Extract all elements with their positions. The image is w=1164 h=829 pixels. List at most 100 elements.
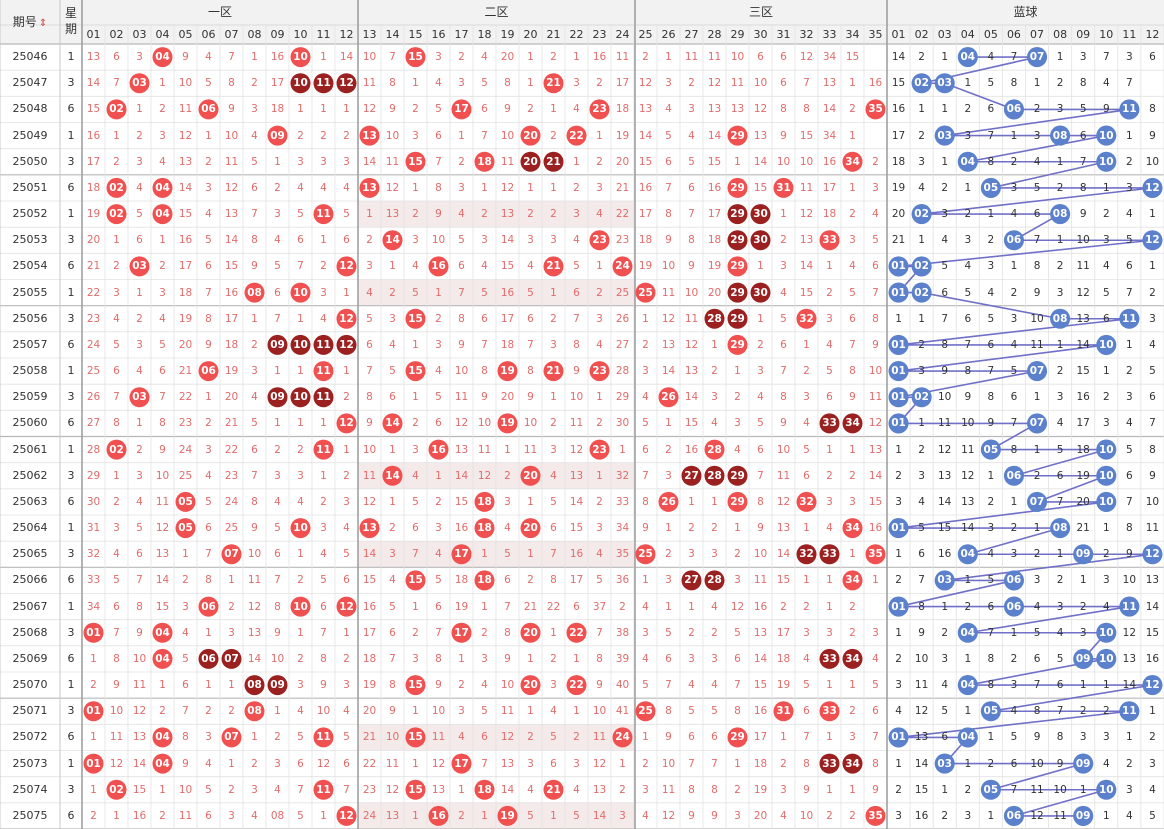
red-miss-value: 11 [684,312,699,325]
red-miss-value: 1 [320,51,327,63]
red-miss-value: 2 [136,312,143,325]
red-miss-value: 8 [665,208,672,220]
red-miss-value: 2 [826,809,833,822]
blue-miss-value: 8 [1010,77,1018,90]
blue-miss-value: 7 [1079,155,1087,168]
blue-miss-value: 8 [1010,443,1018,456]
red-miss-value: 8 [803,757,810,770]
red-miss-value: 13 [661,338,676,351]
red-miss-value: 12 [316,757,331,770]
red-miss-value: 4 [458,731,465,744]
red-ball [566,675,587,696]
red-miss-value: 18 [500,338,515,351]
red-miss-value: 6 [113,51,120,63]
sort-period-header[interactable]: 期号 ⇕ [0,0,60,44]
blue-miss-value: 1 [941,600,949,613]
red-miss-value: 20 [707,286,722,299]
blue-ball-number: 01 [891,600,906,613]
red-miss-value: 13 [753,129,768,142]
red-ball-number: 12 [339,77,354,90]
blue-miss-value: 3 [1126,51,1133,63]
blue-ball-number: 05 [983,181,999,194]
red-miss-value: 1 [251,312,258,325]
red-miss-value: 3 [274,208,281,220]
blue-miss-value: 1 [987,809,995,822]
red-miss-value: 9 [527,391,534,404]
red-miss-value: 3 [849,495,856,508]
red-miss-value: 16 [132,809,147,822]
red-ball-number: 15 [408,783,423,796]
blue-miss-value: 4 [1010,338,1018,351]
red-miss-value: 10 [178,783,193,796]
blue-miss-value: 1 [918,417,925,430]
red-ball-number: 29 [730,181,745,194]
blue-miss-value: 17 [891,129,906,142]
blue-miss-value: 1 [1056,51,1064,63]
blue-miss-value: 3 [895,495,902,508]
blue-miss-value: 1 [1079,574,1087,587]
blue-miss-value: 8 [1079,77,1087,90]
blue-ball-number: 06 [1006,469,1022,482]
blue-miss-value: 3 [987,260,995,273]
red-miss-value: 10 [799,809,814,822]
red-miss-value: 4 [343,181,350,194]
red-miss-value: 11 [500,155,515,168]
red-miss-value: 5 [343,548,350,561]
red-miss-value: 2 [90,679,97,691]
red-ball-number: 20 [523,626,538,639]
sort-icon[interactable]: ⇕ [38,18,48,29]
blue-miss-value: 10 [938,391,952,404]
blue-ball [888,387,909,408]
red-ball [152,753,173,774]
period-cell: 25059 [12,390,48,404]
red-miss-value: 4 [251,391,258,404]
red-miss-value: 3 [159,129,166,142]
blue-ball [934,125,955,146]
red-miss-value: 13 [730,103,745,116]
red-miss-value: 9 [780,129,787,142]
red-miss-value: 2 [113,495,120,508]
red-miss-value: 5 [803,443,810,456]
blue-ball [1096,779,1117,800]
red-miss-value: 2 [251,757,258,770]
red-ball [152,204,173,225]
red-miss-value: 27 [86,417,101,430]
period-cell: 25061 [12,442,48,456]
red-ball-number: 12 [339,338,354,351]
red-miss-value: 1 [849,129,856,142]
red-miss-value: 3 [527,234,534,247]
red-miss-value: 3 [343,155,350,168]
period-cell: 25054 [12,259,48,273]
red-miss-value: 6 [849,312,856,325]
red-miss-value: 25 [86,365,101,377]
blue-ball [888,518,909,539]
red-miss-value: 8 [688,783,695,796]
red-miss-value: 3 [573,757,580,770]
red-number-header: 28 [707,28,722,41]
red-ball [83,622,104,643]
period-cell: 25055 [12,285,48,299]
red-miss-value: 4 [665,103,672,116]
blue-miss-value: 4 [1033,600,1041,613]
red-miss-value: 5 [734,626,741,639]
red-miss-value: 1 [320,417,327,430]
red-miss-value: 7 [182,705,189,718]
red-miss-value: 4 [849,260,856,273]
red-miss-value: 6 [113,600,120,613]
red-ball [520,465,541,486]
red-miss-value: 7 [228,51,235,63]
red-miss-value: 5 [435,574,442,587]
red-miss-value: 10 [362,443,377,456]
red-miss-value: 8 [228,77,235,90]
blue-miss-value: 1 [1102,181,1110,194]
blue-miss-value: 7 [987,365,995,377]
red-miss-value: 20 [362,705,377,718]
red-ball-number: 07 [224,652,239,665]
red-ball [681,465,702,486]
red-miss-value: 9 [182,51,189,63]
red-ball-number: 30 [753,286,768,299]
red-miss-value: 4 [366,286,373,299]
red-ball [83,753,104,774]
red-miss-value: 4 [757,391,764,404]
red-ball [704,465,725,486]
